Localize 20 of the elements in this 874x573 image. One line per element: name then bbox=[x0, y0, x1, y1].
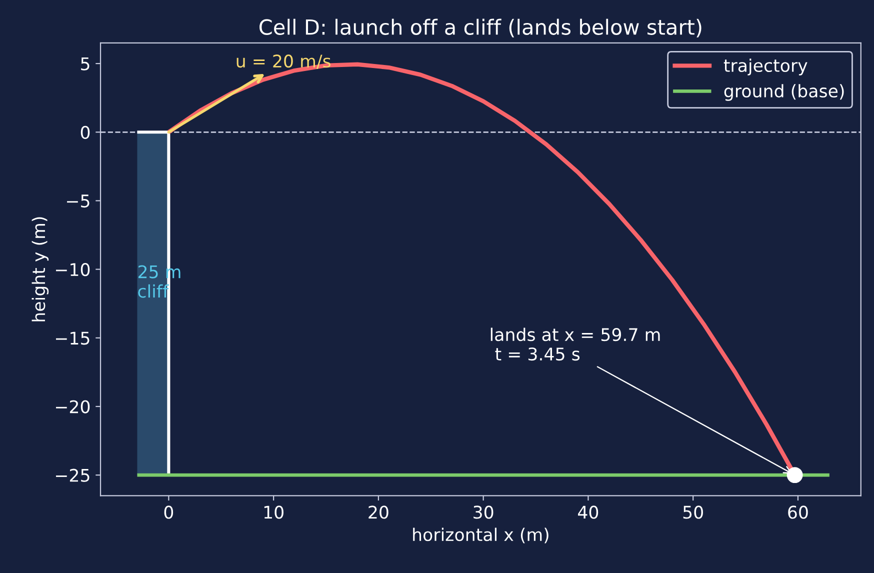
x-tick-label: 40 bbox=[578, 506, 598, 519]
legend-label: trajectory bbox=[724, 58, 808, 76]
x-axis-title: horizontal x (m) bbox=[413, 528, 548, 544]
x-tick-label: 0 bbox=[164, 506, 174, 519]
y-tick-label: −25 bbox=[56, 468, 90, 482]
y-tick-label: −20 bbox=[56, 400, 90, 414]
x-tick-label: 50 bbox=[683, 506, 703, 519]
x-tick-label: 30 bbox=[474, 506, 494, 519]
chart-title: Cell D: launch off a cliff (lands below start) bbox=[260, 18, 702, 38]
y-tick-label: 5 bbox=[81, 57, 90, 70]
x-tick-label: 60 bbox=[788, 506, 808, 519]
legend-label: ground (base) bbox=[724, 84, 844, 101]
y-tick-label: −15 bbox=[56, 332, 90, 345]
y-tick-label: −10 bbox=[56, 263, 90, 276]
y-tick-label: 0 bbox=[80, 126, 90, 139]
y-tick-label: −5 bbox=[67, 194, 90, 208]
annotation: lands at x = 59.7 m t = 3.45 s bbox=[490, 328, 660, 361]
y-axis-title: height y (m) bbox=[32, 217, 49, 322]
x-tick-label: 10 bbox=[264, 506, 284, 519]
x-tick-label: 20 bbox=[368, 506, 388, 519]
